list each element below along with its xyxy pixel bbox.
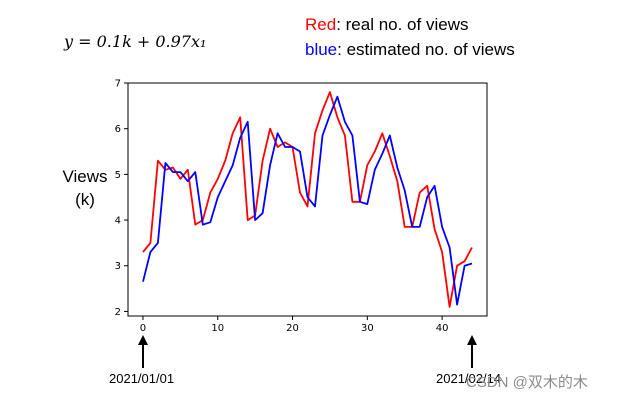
x-tick-label: 30 <box>361 323 374 334</box>
legend-real-key: Red <box>305 15 337 34</box>
y-tick-label: 2 <box>115 307 121 318</box>
start-date-arrow-icon <box>138 335 148 368</box>
series-line-real <box>142 91 473 308</box>
y-tick-label: 4 <box>115 216 121 227</box>
y-tick-label: 3 <box>115 261 121 272</box>
legend-real-text: : real no. of views <box>336 15 469 34</box>
plot-frame <box>127 82 488 317</box>
y-tick-label: 5 <box>115 170 121 181</box>
legend-estimated-text: : estimated no. of views <box>337 40 515 59</box>
start-date-label: 2021/01/01 <box>109 371 175 386</box>
legend-estimated-key: blue <box>305 40 338 59</box>
regression-formula: y = 0.1k + 0.97x₁ <box>64 32 207 51</box>
end-date-arrow-icon <box>467 335 477 368</box>
x-tick-label: 10 <box>211 323 224 334</box>
legend-real: Red: real no. of views <box>305 15 468 35</box>
y-tick-label: 6 <box>115 124 121 135</box>
plot-area <box>142 91 473 308</box>
y-axis-label-line1: Views <box>62 167 108 186</box>
y-axis-label-line2: (k) <box>75 190 95 209</box>
series-line-estimated <box>142 95 473 306</box>
y-axis-label: Views (k) <box>55 165 115 211</box>
y-tick-label: 7 <box>115 79 121 90</box>
watermark: CSDN @双木的木 <box>466 374 588 391</box>
x-tick-label: 20 <box>286 323 299 334</box>
legend-estimated: blue: estimated no. of views <box>305 40 515 60</box>
x-tick-label: 0 <box>140 323 146 334</box>
axes: 0 10 20 30 40 2 3 4 5 6 7 <box>115 79 488 334</box>
end-date-label: 2021/02/14 <box>436 371 502 386</box>
x-tick-label: 40 <box>436 323 449 334</box>
